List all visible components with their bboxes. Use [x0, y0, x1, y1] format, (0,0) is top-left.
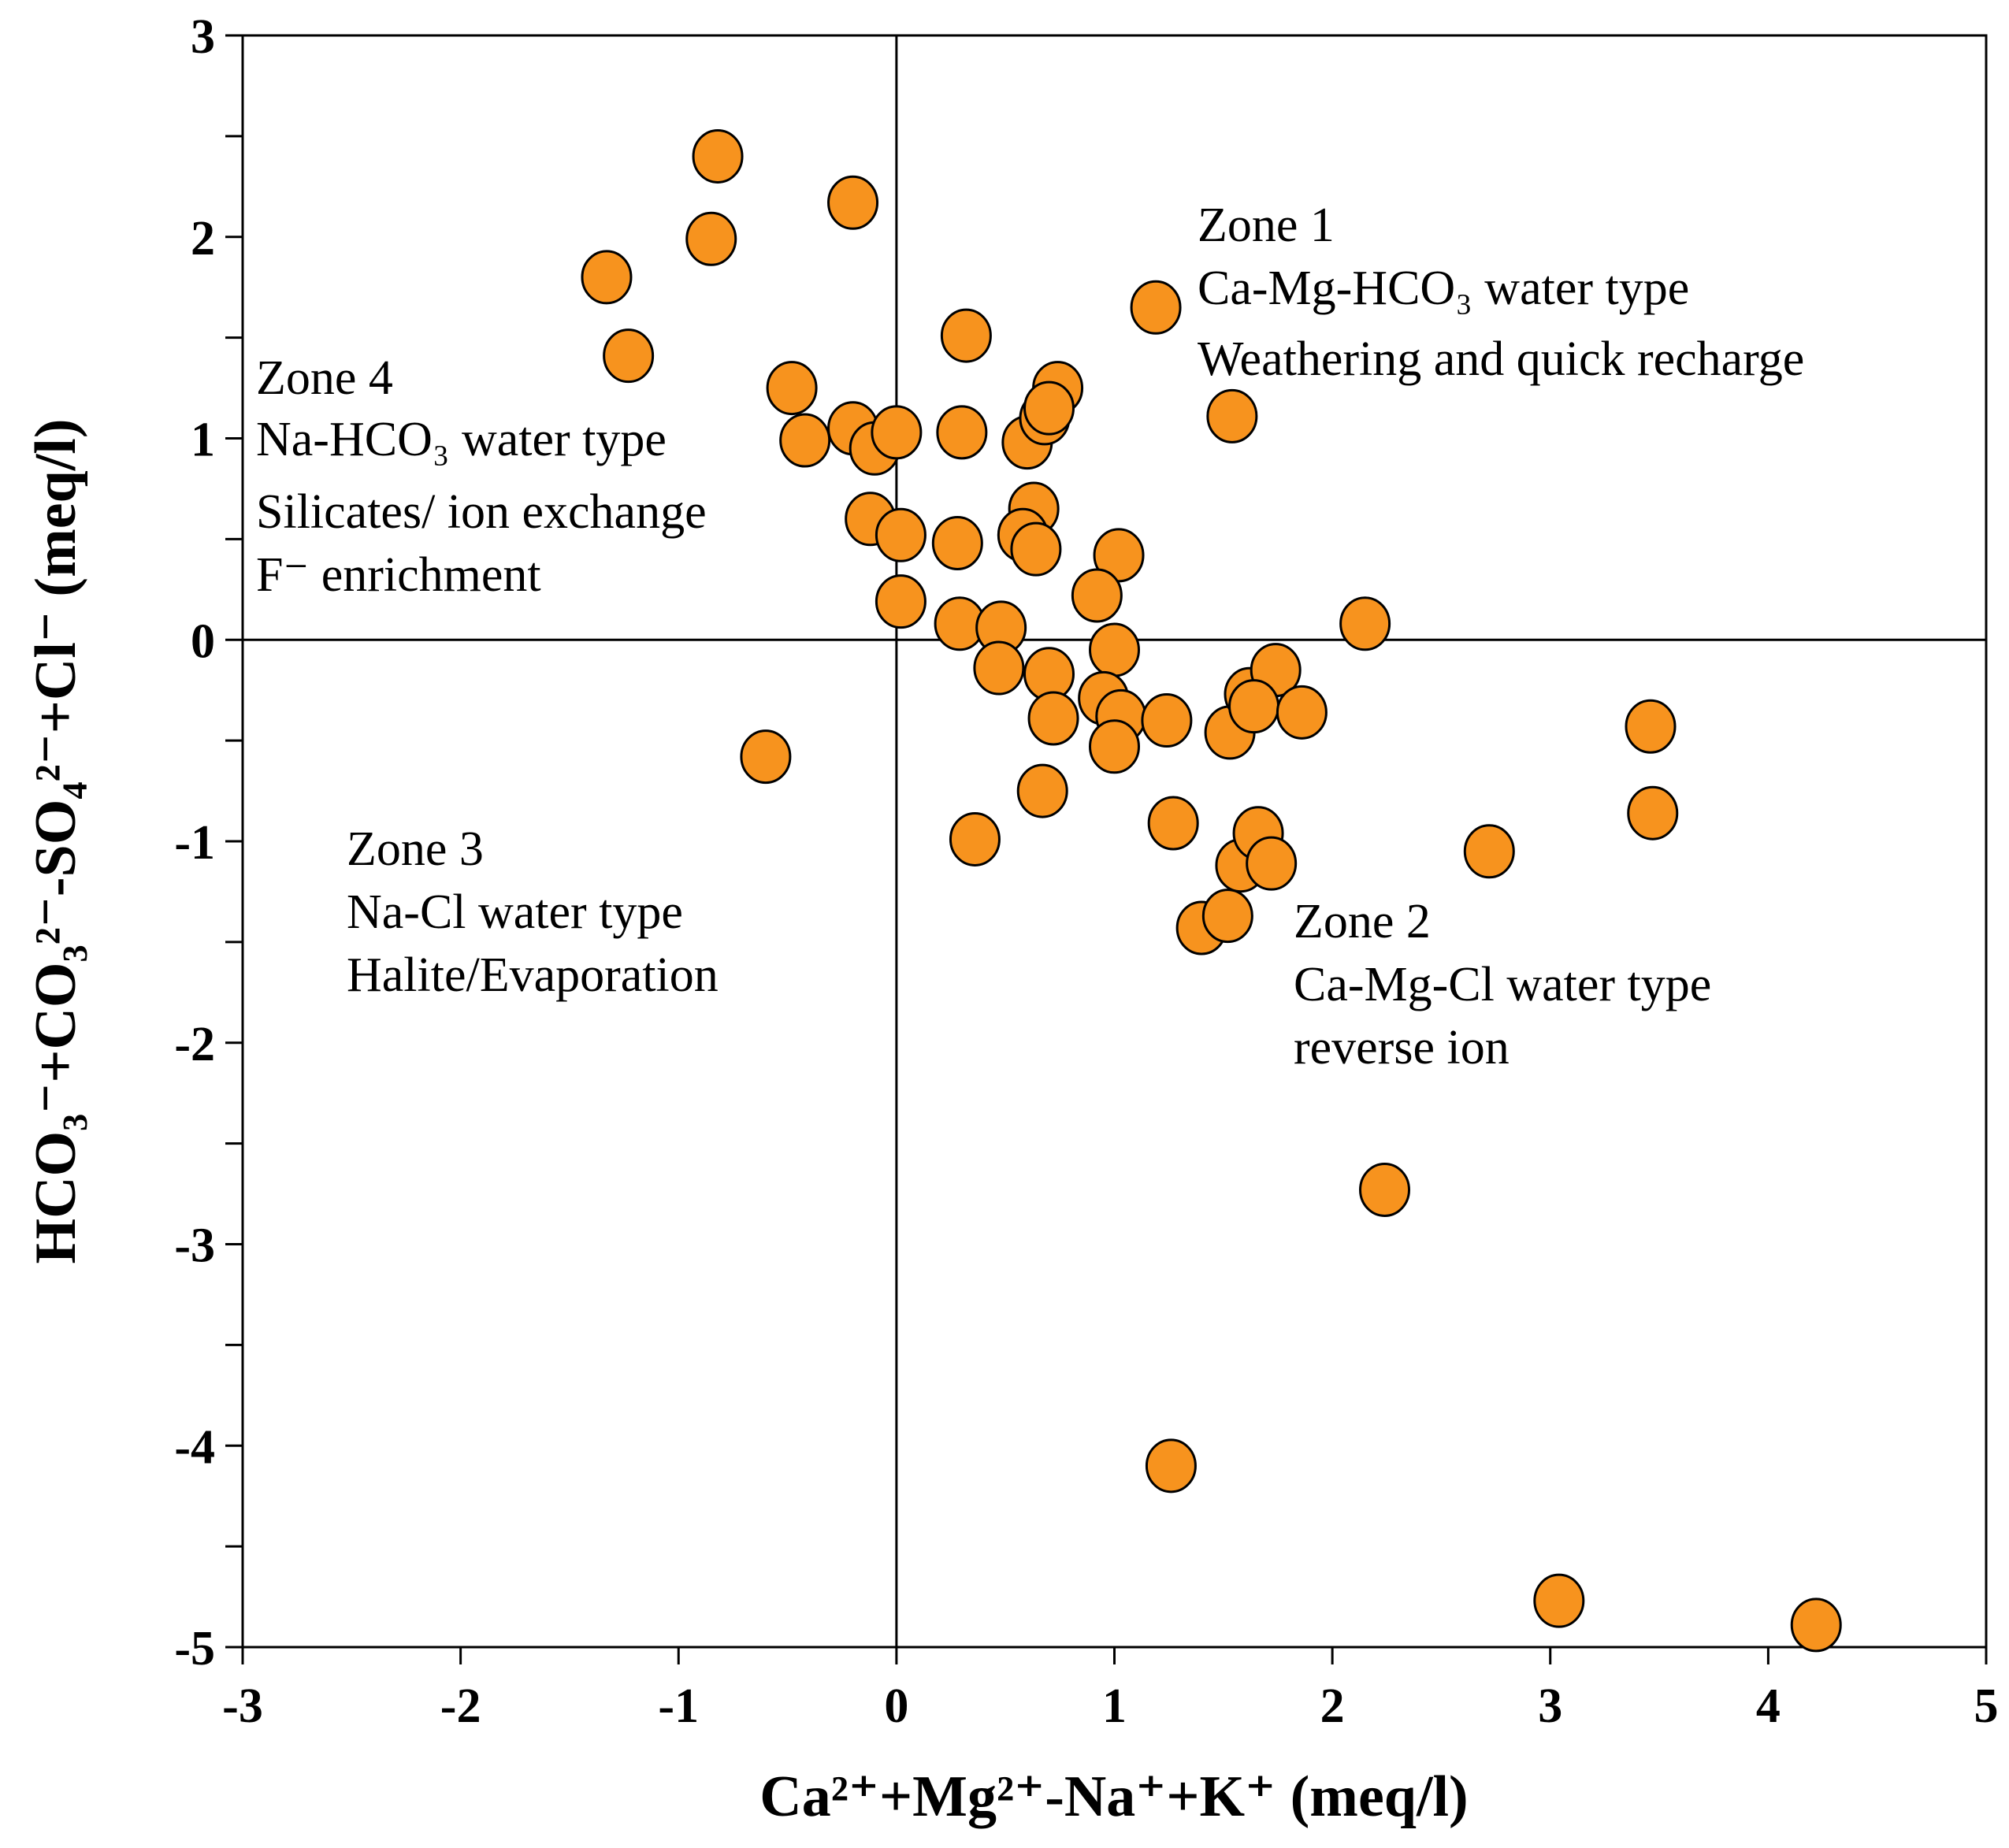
data-point [603, 328, 655, 384]
zone2-line-2: Ca-Mg-Cl water type [1294, 958, 1711, 1011]
data-point [931, 515, 983, 570]
data-point [1533, 1573, 1585, 1628]
x-tick-label: 1 [1102, 1679, 1127, 1733]
y-tick-label: 0 [191, 614, 215, 668]
data-point [1141, 693, 1193, 748]
zone2-line-1: Zone 2 [1294, 895, 1431, 948]
data-point [1246, 836, 1298, 891]
zone4-annotation: Zone 4 Na-HCO₃ water type Silicates/ ion… [256, 351, 707, 602]
data-point [1027, 691, 1079, 746]
zone3-line-3: Halite/Evaporation [347, 948, 719, 1002]
data-points [581, 128, 1842, 1653]
axis-ticks [225, 34, 1988, 1664]
y-tick-label: 3 [191, 10, 215, 64]
data-point [1627, 785, 1679, 841]
data-point [1089, 622, 1140, 677]
data-point [779, 413, 831, 468]
zone4-line-4: F⁻ enrichment [256, 548, 541, 602]
data-point [871, 405, 923, 460]
zone1-annotation: Zone 1 Ca-Mg-HCO₃ water type Weathering … [1198, 199, 1804, 386]
data-point [875, 574, 927, 629]
data-point [940, 308, 992, 363]
data-point [1201, 889, 1253, 944]
data-point [1023, 380, 1075, 436]
zone3-annotation: Zone 3 Na-Cl water type Halite/Evaporati… [347, 822, 719, 1002]
zone1-line-2: Ca-Mg-HCO₃ water type [1198, 262, 1689, 315]
data-point [1071, 568, 1123, 623]
data-point [1625, 699, 1677, 754]
data-point [766, 361, 818, 416]
data-point [1339, 596, 1391, 651]
zone3-line-1: Zone 3 [347, 822, 484, 876]
zone1-line-3: Weathering and quick recharge [1198, 332, 1804, 386]
zone2-annotation: Zone 2 Ca-Mg-Cl water type reverse ion [1294, 895, 1711, 1074]
data-point [1010, 521, 1062, 577]
y-tick-label: 1 [191, 414, 215, 467]
data-point [1276, 685, 1328, 740]
data-point [1790, 1598, 1842, 1653]
data-point [1130, 280, 1182, 335]
x-tick-label: -3 [222, 1679, 263, 1733]
y-tick-label: -1 [174, 816, 215, 870]
data-point [1463, 824, 1515, 879]
plot-frame [241, 34, 1988, 1649]
x-tick-label: 2 [1320, 1679, 1345, 1733]
y-tick-label: 2 [191, 212, 215, 265]
x-tick-label: 0 [884, 1679, 908, 1733]
zone4-line-3: Silicates/ ion exchange [256, 485, 707, 539]
x-tick-label: -1 [658, 1679, 699, 1733]
y-tick-label: -5 [174, 1622, 215, 1675]
zone3-line-2: Na-Cl water type [347, 885, 683, 939]
data-point [692, 128, 744, 184]
data-point [1147, 796, 1199, 851]
data-point [740, 729, 792, 785]
data-point [875, 507, 927, 562]
zone2-line-3: reverse ion [1294, 1021, 1510, 1074]
zone4-line-2: Na-HCO₃ water type [256, 413, 667, 466]
data-point [1206, 388, 1258, 443]
data-point [1089, 719, 1140, 774]
zone1-line-1: Zone 1 [1198, 199, 1335, 252]
y-tick-label: -2 [174, 1018, 215, 1071]
data-point [685, 211, 737, 266]
data-point [1228, 679, 1280, 734]
data-point [1359, 1162, 1411, 1217]
tick-labels: -3 -2 -1 0 1 2 3 4 5 -5 -4 -3 -2 -1 0 1 2 3 [174, 10, 1998, 1733]
x-tick-label: 3 [1538, 1679, 1562, 1733]
x-tick-label: -2 [440, 1679, 481, 1733]
x-axis-title: Ca²⁺+Mg²⁺-Na⁺+K⁺ (meq/l) [759, 1765, 1468, 1829]
y-tick-label: -4 [174, 1420, 215, 1474]
x-tick-label: 5 [1974, 1679, 1999, 1733]
data-point [936, 405, 988, 460]
zone4-line-1: Zone 4 [256, 351, 393, 405]
data-point [581, 250, 633, 305]
y-tick-label: -3 [174, 1219, 215, 1273]
data-point [973, 640, 1025, 696]
data-point [1145, 1438, 1197, 1494]
data-point [949, 811, 1001, 866]
y-axis-title: HCO₃⁻+CO₃²⁻-SO₄²⁻+Cl⁻ (meq/l) [24, 419, 88, 1264]
x-tick-label: 4 [1756, 1679, 1781, 1733]
data-point [827, 175, 879, 230]
data-point [1016, 763, 1068, 818]
